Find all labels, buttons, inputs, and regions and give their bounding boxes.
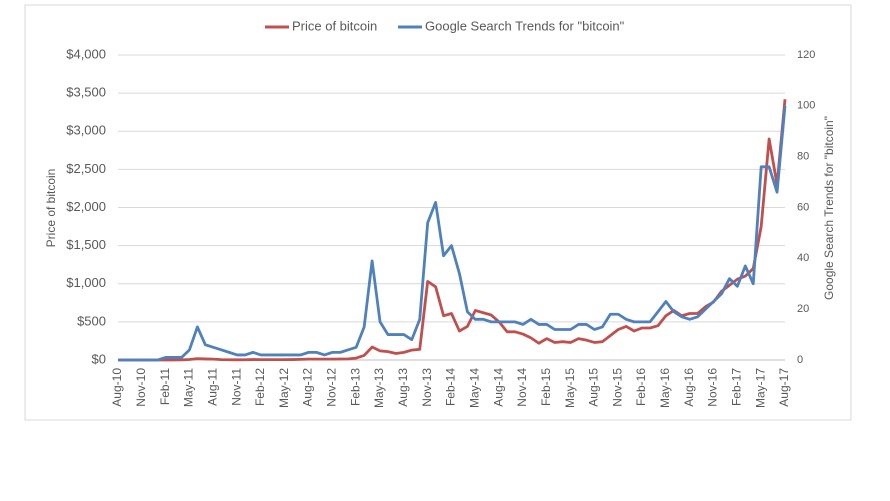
- x-tick-label: May-14: [467, 368, 481, 408]
- y-tick-label: $3,500: [66, 85, 106, 100]
- y-tick-label: $2,000: [66, 199, 106, 214]
- x-tick-label: Nov-11: [229, 368, 243, 406]
- x-tick-label: Nov-13: [420, 368, 434, 407]
- x-tick-label: May-11: [182, 368, 196, 407]
- x-tick-label: Aug-10: [110, 368, 124, 407]
- x-tick-label: Feb-12: [253, 368, 267, 406]
- x-tick-label: Aug-13: [396, 368, 410, 407]
- series-line: [118, 105, 787, 362]
- x-tick-label: Feb-13: [348, 368, 362, 406]
- x-tick-label: May-16: [658, 368, 672, 408]
- y2-tick-label: 80: [797, 151, 809, 163]
- x-tick-label: Feb-11: [158, 368, 172, 405]
- y-tick-label: $1,000: [66, 275, 106, 290]
- x-tick-label: Feb-16: [634, 368, 648, 406]
- x-tick-label: May-17: [753, 368, 767, 408]
- x-tick-label: Aug-11: [205, 368, 219, 406]
- x-tick-label: May-12: [277, 368, 291, 408]
- x-tick-label: Feb-15: [539, 368, 553, 406]
- y-tick-label: $2,500: [66, 161, 106, 176]
- x-tick-label: Nov-12: [325, 368, 339, 407]
- y-axis-title: Price of bitcoin: [44, 169, 58, 248]
- legend-label: Price of bitcoin: [292, 18, 377, 33]
- x-tick-label: Feb-17: [730, 368, 744, 406]
- y2-tick-label: 60: [797, 201, 809, 213]
- x-tick-label: Nov-10: [134, 368, 148, 407]
- y2-tick-label: 40: [797, 252, 809, 264]
- y-tick-label: $1,500: [66, 237, 106, 252]
- x-tick-label: Aug-16: [682, 368, 696, 407]
- x-tick-label: Feb-14: [444, 368, 458, 406]
- y-tick-label: $0: [92, 351, 106, 366]
- x-tick-label: Nov-16: [706, 368, 720, 407]
- x-tick-label: Aug-12: [301, 368, 315, 407]
- x-tick-label: Aug-15: [587, 368, 601, 407]
- y2-axis-title: Google Search Trends for "bitcoin": [822, 116, 836, 300]
- x-tick-label: Aug-14: [491, 368, 505, 407]
- y-tick-label: $3,000: [66, 123, 106, 138]
- y-tick-label: $500: [77, 313, 106, 328]
- x-tick-label: Nov-14: [515, 368, 529, 407]
- y2-tick-label: 100: [797, 100, 815, 112]
- legend-label: Google Search Trends for "bitcoin": [425, 18, 625, 33]
- x-tick-label: Aug-17: [777, 368, 791, 407]
- y2-tick-label: 0: [797, 354, 803, 366]
- x-tick-label: May-13: [372, 368, 386, 408]
- y-tick-label: $4,000: [66, 46, 106, 61]
- x-tick-label: May-15: [563, 368, 577, 408]
- y2-tick-label: 20: [797, 303, 809, 315]
- x-tick-label: Nov-15: [610, 368, 624, 407]
- y2-tick-label: 120: [797, 49, 815, 61]
